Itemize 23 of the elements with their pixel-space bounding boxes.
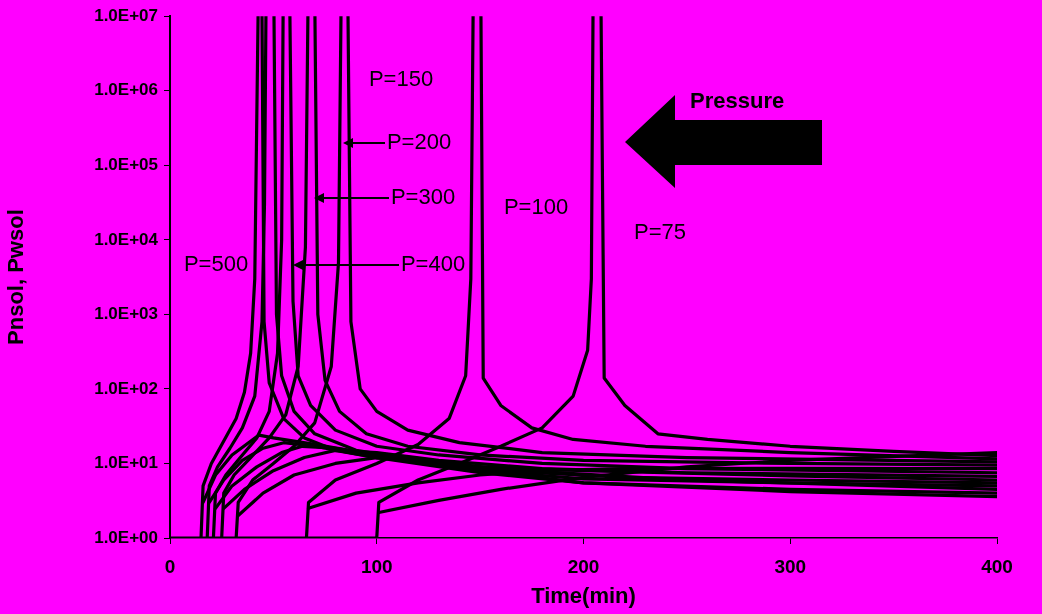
y-tick-label: 1.0E+03 [94,304,158,324]
annotation: P=100 [503,194,569,220]
y-axis-title: Pnsol, Pwsol [3,209,29,345]
y-tick-label: 1.0E+02 [94,378,158,398]
annotation: P=150 [368,66,434,92]
y-tick-label: 1.0E+06 [94,80,158,100]
y-tick-label: 1.0E+05 [94,154,158,174]
annotation: P=400 [400,251,466,277]
x-tick-label: 400 [981,555,1013,577]
x-axis-title: Time(min) [531,582,636,608]
annotation: P=200 [386,129,452,155]
y-tick-label: 1.0E+07 [94,5,158,25]
annotation: P=500 [183,251,249,277]
annotation: P=300 [390,184,456,210]
x-tick-label: 300 [774,555,807,577]
x-tick-label: 100 [360,555,393,577]
annotation: Pressure [690,88,785,114]
annotation: P=75 [634,219,686,245]
y-tick-label: 1.0E+04 [94,229,159,249]
y-tick-label: 1.0E+01 [94,453,158,473]
x-tick-label: 200 [567,555,600,577]
x-tick-label: 0 [164,555,176,577]
y-tick-label: 1.0E+00 [94,527,158,547]
